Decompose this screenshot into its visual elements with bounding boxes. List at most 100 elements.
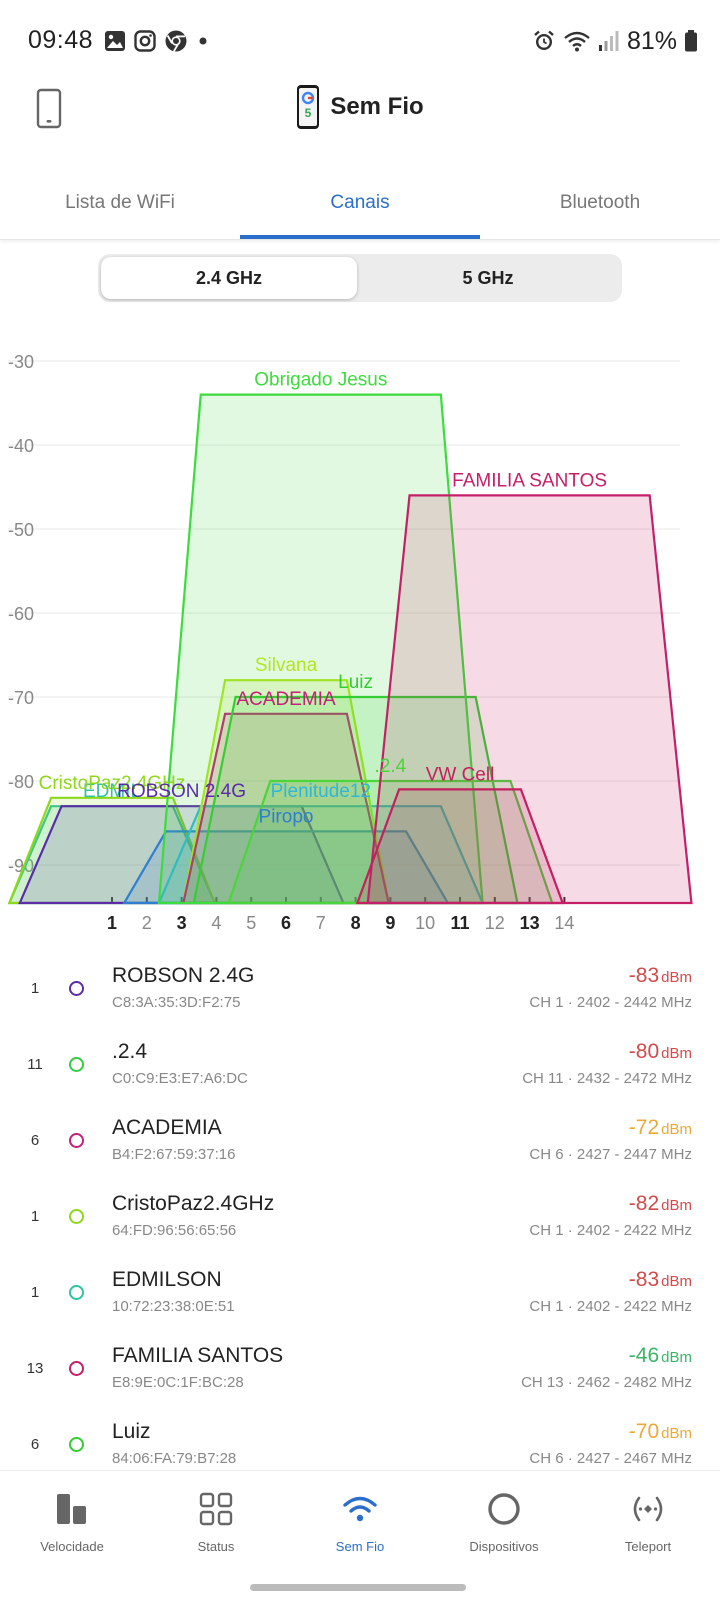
network-row[interactable]: 13 FAMILIA SANTOS E8:9E:0C:1F:BC:28 -46 dBm C… — [0, 1340, 720, 1416]
page-title: Sem Fio — [330, 93, 424, 120]
nav-item-teleport[interactable]: Teleport — [576, 1471, 720, 1571]
bottom-navigation: Velocidade Status Sem Fio Dispositivos Telep… — [0, 1470, 720, 1570]
status-system-icons: 81% — [532, 26, 698, 56]
y-tick-label: -80 — [8, 772, 34, 792]
network-ssid: ACADEMIA — [112, 1116, 222, 1139]
network-signal-strength: -72 dBm — [629, 1116, 692, 1140]
network-row[interactable]: 1 ROBSON 2.4G C8:3A:35:3D:F2:75 -83 dBm CH 1 … — [0, 960, 720, 1036]
network-color-dot — [69, 1133, 84, 1148]
circle-icon — [486, 1491, 522, 1527]
signal-unit: dBm — [661, 1045, 692, 1062]
battery-icon — [685, 30, 697, 52]
network-label: .2.4 — [375, 756, 407, 777]
network-signal-strength: -70 dBm — [629, 1420, 692, 1444]
band-segmented-control: 2.4 GHz 5 GHz — [98, 254, 622, 302]
nav-label: Teleport — [624, 1539, 672, 1554]
nav-item-velocidade[interactable]: Velocidade — [0, 1471, 144, 1571]
network-channel: 1 — [30, 1284, 40, 1301]
network-label: Obrigado Jesus — [254, 370, 387, 391]
network-channel: 1 — [30, 1208, 40, 1225]
teleport-icon — [630, 1491, 666, 1527]
app-header: 5 Sem Fio — [0, 82, 720, 162]
network-ssid: Luiz — [112, 1420, 151, 1443]
network-color-dot — [69, 981, 84, 996]
network-ssid: FAMILIA SANTOS — [112, 1344, 284, 1367]
network-mac: E8:9E:0C:1F:BC:28 — [112, 1374, 244, 1391]
x-tick-label: 12 — [485, 913, 505, 933]
signal-unit: dBm — [661, 1349, 692, 1366]
speed-bars-icon — [54, 1491, 90, 1527]
band-option-2-4ghz[interactable]: 2.4 GHz — [101, 257, 357, 299]
signal-value: -82 — [628, 1192, 660, 1215]
nav-label: Sem Fio — [335, 1539, 385, 1554]
network-label: EDMIL — [83, 781, 141, 802]
network-mac: C0:C9:E3:E7:A6:DC — [112, 1070, 248, 1087]
network-frequency: CH 1 · 2402 - 2442 MHz — [529, 994, 692, 1011]
tab-wifi-list[interactable]: Lista de WiFi — [65, 192, 175, 213]
network-signal-strength: -82 dBm — [629, 1192, 692, 1216]
network-mac: 84:06:FA:79:B7:28 — [112, 1450, 237, 1467]
network-color-dot — [69, 1057, 84, 1072]
signal-unit: dBm — [661, 1197, 692, 1214]
network-signal-strength: -46 dBm — [629, 1344, 692, 1368]
network-label: FAMILIA SANTOS — [452, 470, 607, 491]
x-tick-label: 1 — [107, 913, 117, 933]
tab-bluetooth[interactable]: Bluetooth — [559, 192, 641, 213]
signal-value: -70 — [628, 1420, 660, 1443]
grid-icon — [198, 1491, 234, 1527]
gallery-icon — [105, 31, 125, 51]
signal-value: -72 — [628, 1116, 660, 1139]
network-channel: 6 — [30, 1132, 40, 1149]
network-frequency: CH 6 · 2427 - 2447 MHz — [529, 1146, 692, 1163]
nav-label: Velocidade — [40, 1539, 104, 1554]
device-icon[interactable] — [34, 88, 64, 130]
y-tick-label: -60 — [8, 604, 34, 624]
network-channel: 1 — [30, 980, 40, 997]
x-tick-label: 6 — [281, 913, 291, 933]
network-label: ACADEMIA — [236, 689, 336, 710]
cell-signal-icon — [598, 31, 619, 51]
y-tick-label: -30 — [8, 352, 34, 372]
y-tick-label: -50 — [8, 520, 34, 540]
network-row[interactable]: 1 EDMILSON 10:72:23:38:0E:51 -83 dBm CH 1 · 2… — [0, 1264, 720, 1340]
tab-channels[interactable]: Canais — [330, 192, 390, 213]
y-tick-label: -70 — [8, 688, 34, 708]
svg-text:5: 5 — [305, 106, 312, 120]
chrome-icon — [165, 30, 187, 52]
header-title-group: 5 Sem Fio — [0, 82, 720, 132]
network-signal-strength: -83 dBm — [629, 1268, 692, 1292]
signal-value: -83 — [628, 1268, 660, 1291]
network-signal-strength: -83 dBm — [629, 964, 692, 988]
network-list: 1 ROBSON 2.4G C8:3A:35:3D:F2:75 -83 dBm CH 1 … — [0, 960, 720, 1470]
wifi-signal-icon — [564, 31, 590, 52]
network-row[interactable]: 6 ACADEMIA B4:F2:67:59:37:16 -72 dBm CH 6 · 2… — [0, 1112, 720, 1188]
nav-item-status[interactable]: Status — [144, 1471, 288, 1571]
network-row[interactable]: 6 Luiz 84:06:FA:79:B7:28 -70 dBm CH 6 · 2427 … — [0, 1416, 720, 1470]
x-tick-label: 14 — [554, 913, 574, 933]
nav-label: Dispositivos — [469, 1539, 539, 1554]
network-channel: 6 — [30, 1436, 40, 1453]
network-row[interactable]: 11 .2.4 C0:C9:E3:E7:A6:DC -80 dBm CH 11 · 243… — [0, 1036, 720, 1112]
signal-unit: dBm — [661, 1273, 692, 1290]
network-color-dot — [69, 1209, 84, 1224]
nav-item-dispositivos[interactable]: Dispositivos — [432, 1471, 576, 1571]
nav-item-sem-fio[interactable]: Sem Fio — [288, 1471, 432, 1571]
network-label: Silvana — [255, 655, 318, 676]
y-tick-label: -40 — [8, 436, 34, 456]
network-row[interactable]: 1 CristoPaz2.4GHz 64:FD:96:56:65:56 -82 dBm C… — [0, 1188, 720, 1264]
x-tick-label: 11 — [450, 913, 469, 933]
x-tick-label: 5 — [246, 913, 256, 933]
band-option-5ghz[interactable]: 5 GHz — [462, 267, 514, 288]
network-mac: 10:72:23:38:0E:51 — [112, 1298, 235, 1315]
network-mac: B4:F2:67:59:37:16 — [112, 1146, 236, 1163]
x-tick-label: 10 — [415, 913, 435, 933]
network-signal-strength: -80 dBm — [629, 1040, 692, 1064]
network-frequency: CH 13 · 2462 - 2482 MHz — [521, 1374, 692, 1391]
network-channel: 11 — [27, 1056, 43, 1073]
x-tick-label: 8 — [351, 913, 361, 933]
signal-value: -46 — [628, 1344, 660, 1367]
network-frequency: CH 1 · 2402 - 2422 MHz — [529, 1298, 692, 1315]
network-frequency: CH 6 · 2427 - 2467 MHz — [529, 1450, 692, 1467]
network-ssid: CristoPaz2.4GHz — [112, 1192, 275, 1215]
network-label: VW Cell — [426, 764, 495, 785]
